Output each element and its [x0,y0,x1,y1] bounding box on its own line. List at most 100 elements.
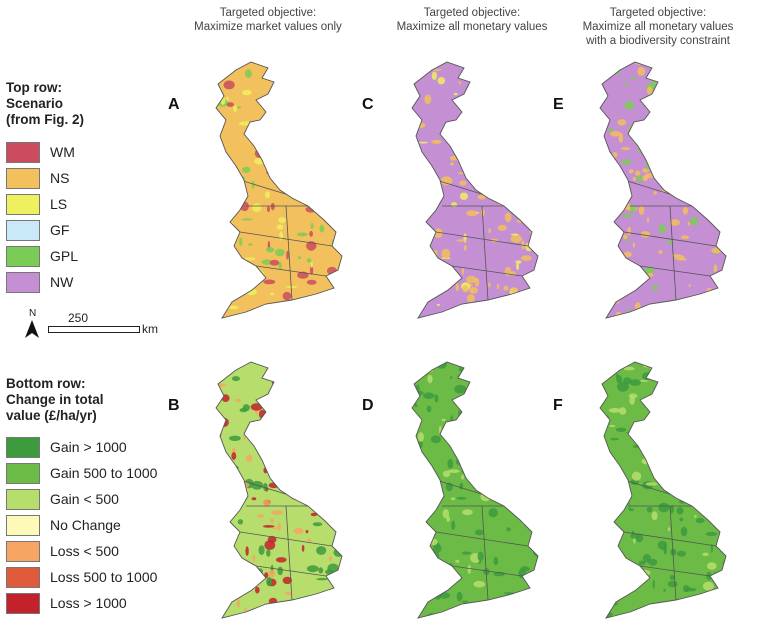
map-patch [252,203,262,213]
map-patch [278,261,282,270]
bottom-legend-item-loss-low: Loss < 500 [6,540,119,562]
map-patch [721,164,726,168]
map-patch [459,180,467,186]
map-patch [417,365,421,375]
map-patch [508,394,519,397]
map-patch [299,69,311,75]
map-patch [430,435,441,444]
map-patch [527,180,535,185]
map-patch [690,216,699,226]
map-patch [510,234,522,243]
map-patch [478,460,490,467]
map-patch [313,200,319,205]
map-patch [310,304,314,309]
map-patch [507,427,514,437]
map-patch [510,428,518,436]
legend-swatch [6,436,40,458]
map-patch [221,283,229,289]
map-patch [477,551,484,562]
map-patch [600,599,610,609]
map-patch [308,131,318,139]
column-title-2: Targeted objective: Maximize all monetar… [372,6,572,34]
map-patch [695,184,699,194]
map-patch [227,305,239,310]
map-patch [313,151,322,156]
map-patch [658,502,670,513]
map-patch [464,244,467,251]
map-patch [316,546,327,555]
map-patch [664,377,672,383]
map-patch [491,119,502,125]
map-patch [670,166,677,175]
column-title-1: Targeted objective: Maximize market valu… [168,6,368,34]
scale-unit: km [142,322,158,336]
map-patch [324,607,330,613]
map-patch [519,186,525,189]
legend-label: Gain > 1000 [50,439,127,455]
map-patch [538,548,544,553]
map-patch [426,405,432,413]
map-patch [664,164,668,171]
map-patch [487,155,491,159]
map-patch [659,312,666,317]
map-patch [337,479,342,482]
top-legend-item-wm: WM [6,141,75,163]
map-patch [266,549,271,557]
map-patch [242,166,251,173]
map-patch [412,311,418,314]
map-patch [608,128,614,132]
legend-swatch [6,488,40,510]
map-patch [413,590,420,598]
region-boundary [669,505,677,601]
map-patch [225,192,236,196]
map-patch [653,191,657,195]
map-patch [715,474,726,478]
map-patch [538,122,542,129]
map-patch [539,198,546,200]
map-patch [310,605,317,609]
map-patch [679,489,682,492]
coastline [599,61,727,319]
map-patch [306,279,317,285]
map-patch [276,448,288,455]
map-patch [713,264,718,273]
map-patch [504,502,514,506]
map-patch [448,469,460,473]
map-patch [338,305,342,313]
map-patch [511,429,522,436]
map-patch [624,101,634,110]
map-patch [335,611,340,616]
map-patch [488,282,491,288]
map-patch [503,285,509,291]
map-patch [610,131,621,137]
map-patch [602,258,606,265]
map-patch [282,576,292,585]
map-patch [262,525,275,528]
map-patch [521,201,533,207]
map-patch [516,262,520,271]
map-patch [260,428,267,438]
map-patch [510,233,519,236]
map-patch [497,71,503,74]
map-patch [522,62,533,67]
map-patch [617,119,627,126]
map-patch [676,423,679,427]
map-patch [673,106,682,116]
map-patch [676,550,686,557]
map-patch [507,178,515,186]
map-patch [333,519,341,524]
map-patch [307,376,314,387]
map-patch [265,132,270,140]
map-patch [330,93,342,102]
map-patch [266,577,273,587]
map-patch [691,402,695,411]
map-patch [711,178,714,185]
map-patch [443,279,451,286]
map-patch [600,194,606,203]
top-legend-item-ns: NS [6,167,69,189]
map-patch [510,75,521,79]
map-patch [455,282,459,292]
map-patch [252,434,264,438]
map-patch [480,76,484,87]
map-patch [634,170,641,176]
